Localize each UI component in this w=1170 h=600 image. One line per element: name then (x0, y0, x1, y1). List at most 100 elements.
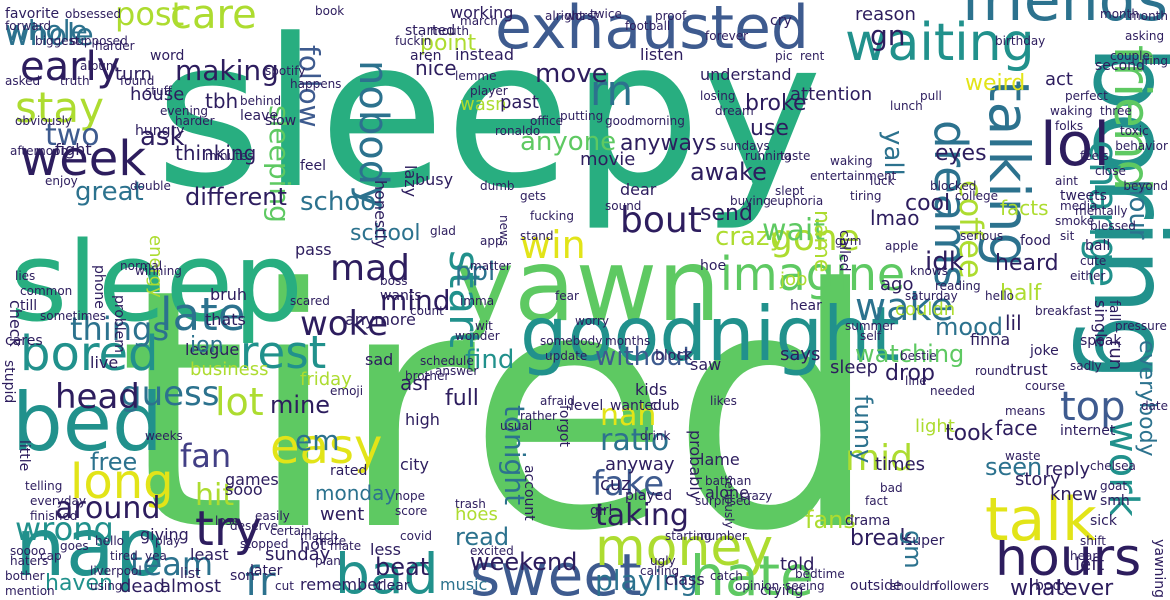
word-cute: cute (1080, 254, 1106, 268)
word-told: told (780, 554, 815, 575)
word-hoes: hoes (455, 504, 498, 525)
word-couple: couple (1110, 49, 1150, 63)
word-news: news (497, 215, 511, 246)
word-win: win (520, 223, 586, 267)
word-imma: imma (460, 294, 494, 308)
word-understand: understand (700, 65, 792, 84)
word-idk: idk (925, 247, 964, 277)
word-lil: lil (1005, 311, 1022, 335)
word-giving: giving (140, 525, 189, 544)
word-crazy: crazy (740, 489, 772, 503)
word-imagine: imagine (720, 247, 905, 301)
word-drama: drama (845, 513, 890, 529)
word-yawning: yawning (1151, 539, 1167, 598)
word-surprised: surprised (695, 494, 751, 508)
word-whole: whole (5, 14, 88, 47)
word-second: second (1095, 58, 1145, 74)
word-post: post (115, 0, 184, 33)
word-ion: ion (190, 333, 224, 358)
word-past: past (500, 92, 539, 113)
word-common: common (20, 284, 72, 298)
word-reply: reply (1045, 459, 1091, 480)
word-twice: twice (590, 7, 622, 21)
word-goes: goes (60, 539, 89, 553)
word-pressure: pressure (1115, 319, 1167, 333)
word-chelsea: chelsea (1090, 459, 1136, 473)
word-alone: alone (705, 483, 749, 502)
word-kids: kids (635, 380, 667, 399)
word-smoke: smoke (1055, 214, 1094, 228)
word-live: live (90, 353, 118, 372)
word-matter: matter (470, 259, 511, 273)
word-beyond: beyond (1123, 179, 1168, 193)
word-lmao: lmao (870, 206, 920, 230)
word-office: office (530, 114, 563, 128)
word-nope: nope (395, 489, 425, 503)
word-attention: attention (790, 84, 872, 105)
word-album: album (80, 59, 118, 73)
word-playing: playing (595, 564, 698, 597)
word-pic: pic (775, 49, 793, 63)
word-followers: followers (935, 579, 989, 593)
word-nah: nah (600, 398, 656, 433)
word-round: round (975, 364, 1010, 378)
word-facts: facts (1000, 196, 1049, 220)
word-monday: monday (315, 481, 396, 505)
word-folks: folks (1055, 119, 1083, 133)
word-afraid: afraid (540, 394, 575, 408)
word-easily: easily (255, 509, 290, 523)
word-score: score (395, 504, 427, 518)
word-mention: mention (5, 584, 55, 598)
word-luck: luck (870, 174, 895, 188)
word-mouth: mouth (430, 24, 469, 38)
word-smh: smh (1100, 493, 1130, 509)
word-sundays: sundays (720, 139, 770, 153)
word-ppl: ppl (455, 257, 495, 287)
word-tired: tired (118, 219, 880, 600)
word-play: play (155, 534, 180, 548)
word-tonight: tonight (498, 405, 531, 505)
word-hour: hour (1123, 180, 1153, 240)
word-school: school (350, 221, 421, 246)
word-mine: mine (270, 391, 330, 419)
word-hoe: hoe (700, 258, 726, 274)
word-buying: buying (730, 194, 771, 208)
word-tweets: tweets (1060, 188, 1107, 204)
word-fake: fake (592, 464, 664, 504)
word-drink: drink (640, 429, 670, 443)
word-dear: dear (620, 180, 657, 199)
word-evening: evening (160, 104, 208, 118)
word-stupid: stupid (1, 360, 17, 403)
word-job: job (779, 269, 807, 290)
word-seen: seen (985, 453, 1042, 481)
word-gym: gym (835, 234, 861, 248)
word-behavior: behavior (1115, 139, 1168, 153)
word-movie: movie (580, 149, 635, 170)
word-stand: stand (520, 229, 554, 243)
word-beat: beat (375, 553, 429, 581)
word-rn: rn (590, 66, 633, 115)
word-hot: hot (300, 535, 326, 554)
word-high: high (405, 410, 440, 429)
word-batman: batman (705, 474, 751, 488)
word-ratio: ratio (600, 423, 669, 458)
word-light: light (915, 416, 955, 437)
word-bedtime: bedtime (795, 567, 845, 581)
word-nice: nice (415, 56, 457, 80)
word-joke: joke (1029, 343, 1059, 359)
word-spotify: spotify (265, 64, 305, 78)
word-fan: fan (180, 437, 231, 475)
word-sound: sound (605, 199, 641, 213)
word-wake: wake (855, 285, 953, 329)
word-word: word (150, 48, 184, 64)
word-use: use (750, 116, 789, 141)
word-slept: slept (775, 184, 805, 198)
word-liverpool: liverpool (90, 564, 142, 578)
word-asked: asked (5, 74, 40, 88)
word-act: act (1045, 69, 1073, 90)
word-wit: wit (475, 319, 493, 333)
word-class: class (665, 570, 705, 589)
word-nap: nap (15, 501, 166, 594)
word-normal: normal (120, 259, 162, 273)
